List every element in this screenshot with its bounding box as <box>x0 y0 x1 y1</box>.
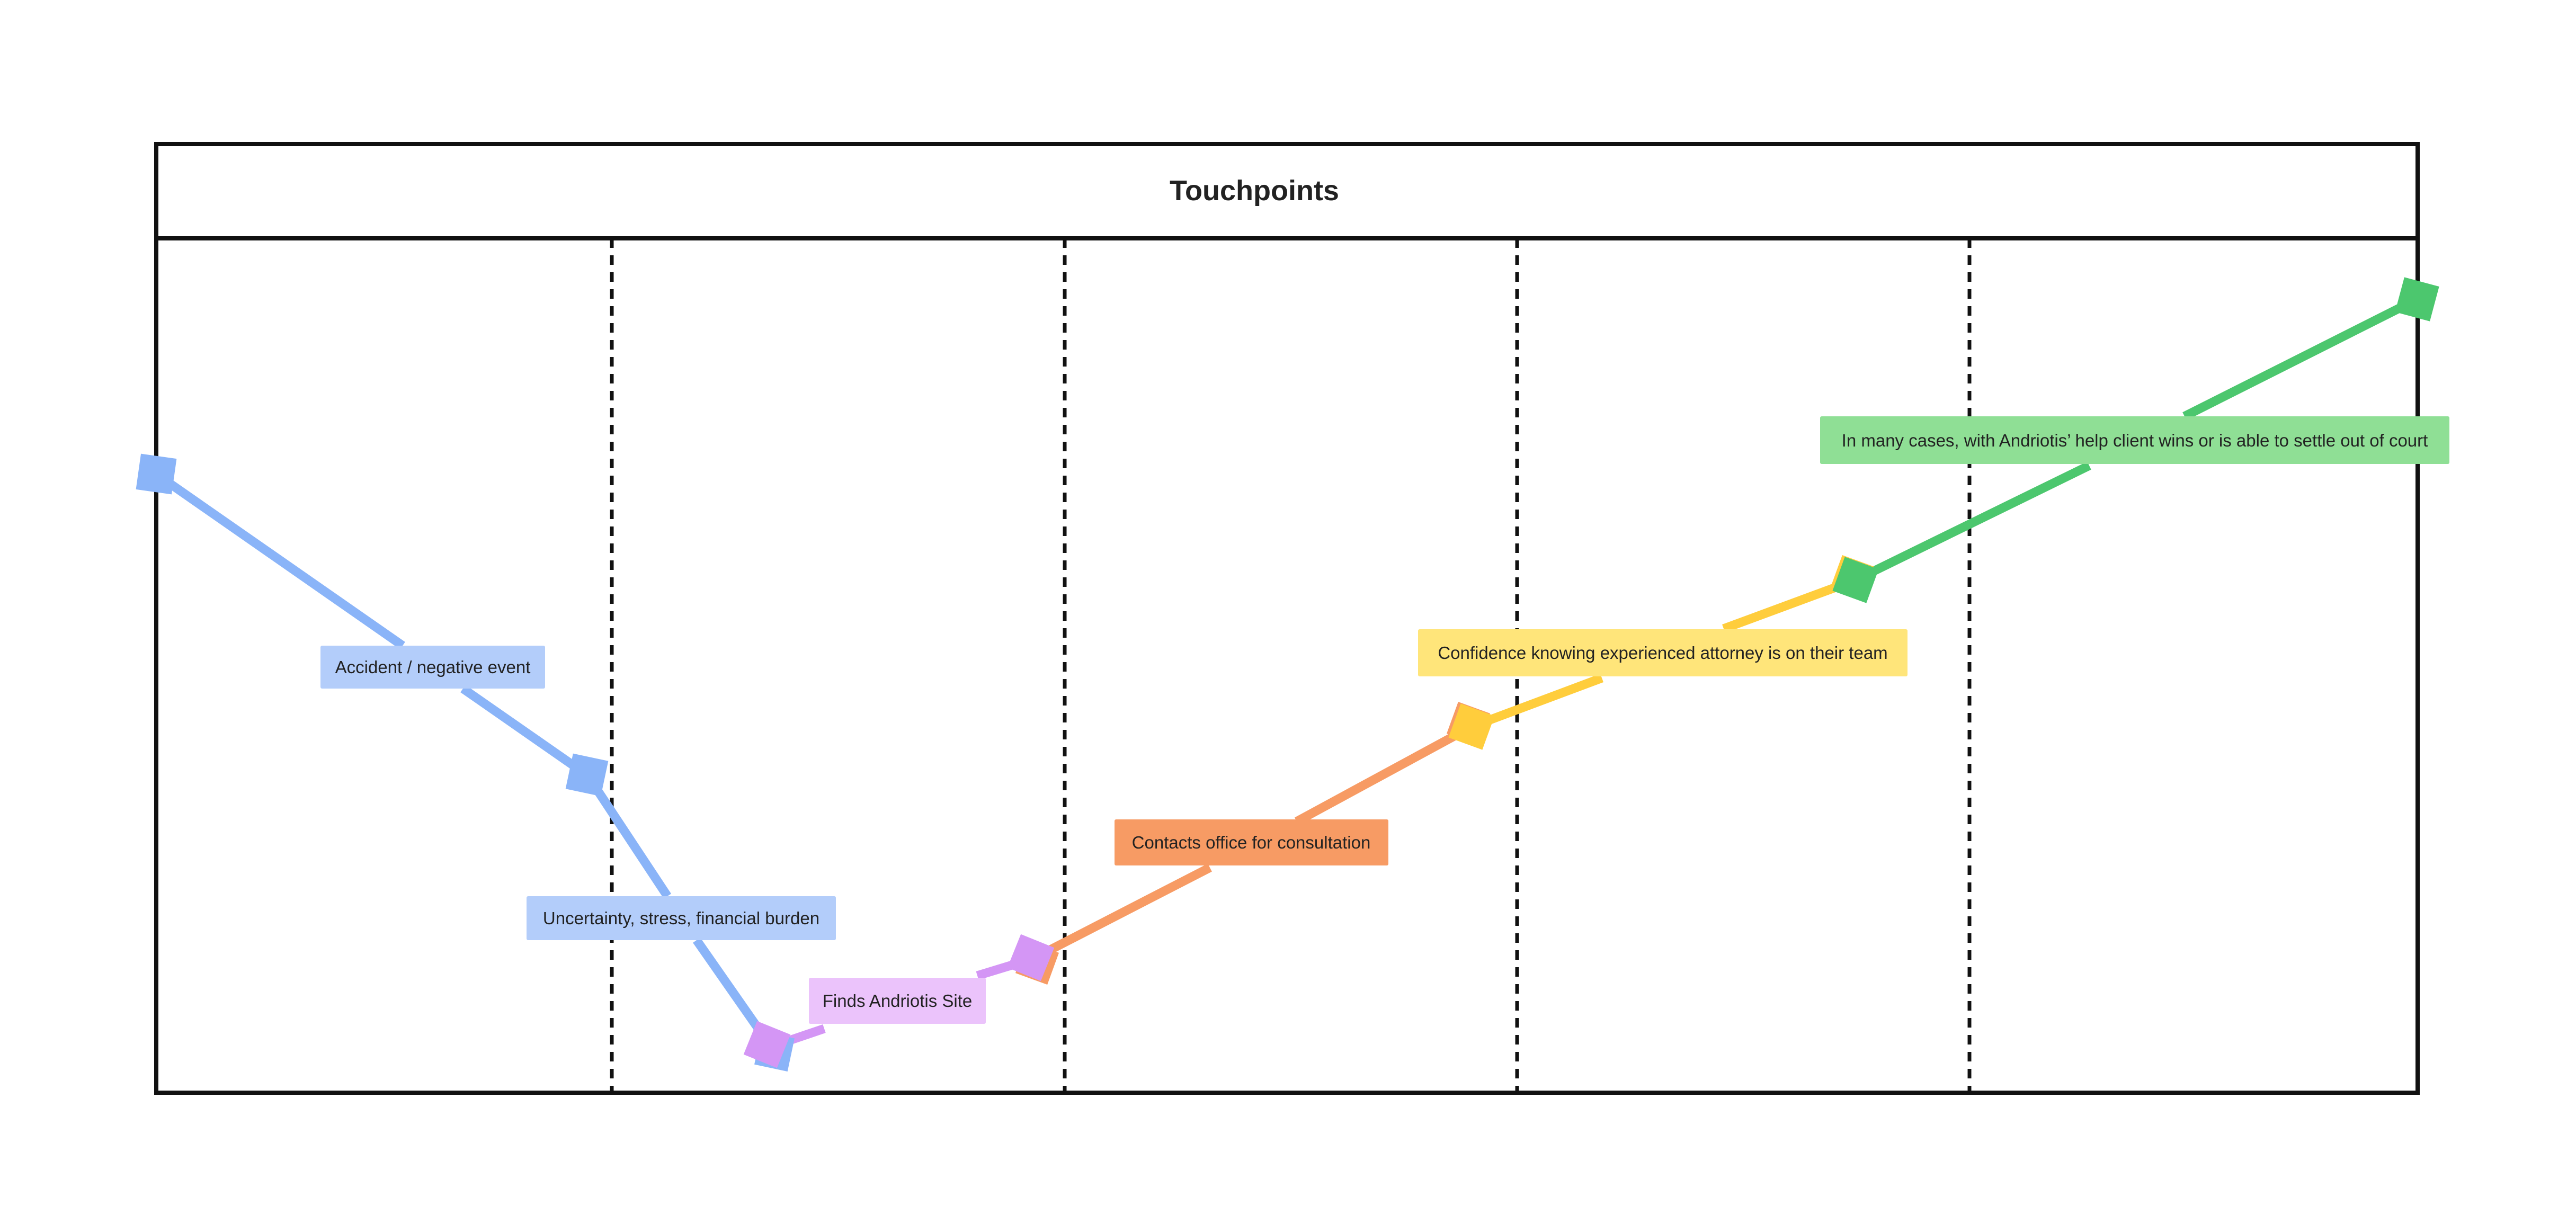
journey-markers <box>136 277 2439 1072</box>
touchpoint-marker <box>1832 557 1879 603</box>
stage-label: Contacts office for consultation <box>1115 819 1388 865</box>
touchpoint-marker <box>136 453 177 495</box>
connector-line <box>584 773 672 899</box>
stage-label-box <box>320 646 545 689</box>
stage-label: Accident / negative event <box>320 646 545 689</box>
stage-label-text: In many cases, with Andriotis’ help clie… <box>1842 431 2428 450</box>
connector-line <box>460 685 590 779</box>
stage-label-box <box>1820 416 2449 464</box>
connector-line <box>1853 461 2091 584</box>
stage-label-box <box>527 896 836 940</box>
touchpoint-marker <box>1448 703 1495 750</box>
touchpoint-marker <box>743 1021 791 1068</box>
touchpoint-marker <box>565 753 609 797</box>
connector-line <box>2182 295 2419 421</box>
stage-label-text: Contacts office for consultation <box>1132 833 1371 852</box>
touchpoint-marker <box>2395 277 2439 322</box>
stage-label: Uncertainty, stress, financial burden <box>527 896 836 940</box>
journey-frame <box>154 142 2420 1095</box>
stage-label: Finds Andriotis Site <box>809 978 986 1024</box>
stage-label-text: Uncertainty, stress, financial burden <box>543 908 819 928</box>
stage-label-text: Accident / negative event <box>335 657 531 677</box>
journey-connectors <box>154 295 2419 1052</box>
page-title: Touchpoints <box>1170 175 1339 207</box>
stage-label: In many cases, with Andriotis’ help clie… <box>1820 416 2449 464</box>
stage-label-text: Finds Andriotis Site <box>823 991 972 1011</box>
stage-label-text: Confidence knowing experienced attorney … <box>1438 643 1887 663</box>
stage-label-box <box>809 978 986 1024</box>
stage-label-box <box>1115 819 1388 865</box>
stage-label-box <box>1418 629 1908 676</box>
connector-line <box>154 470 405 649</box>
connector-line <box>1031 863 1212 963</box>
touchpoint-marker <box>1007 934 1055 981</box>
stage-label: Confidence knowing experienced attorney … <box>1418 629 1908 676</box>
connector-line <box>1294 722 1474 826</box>
